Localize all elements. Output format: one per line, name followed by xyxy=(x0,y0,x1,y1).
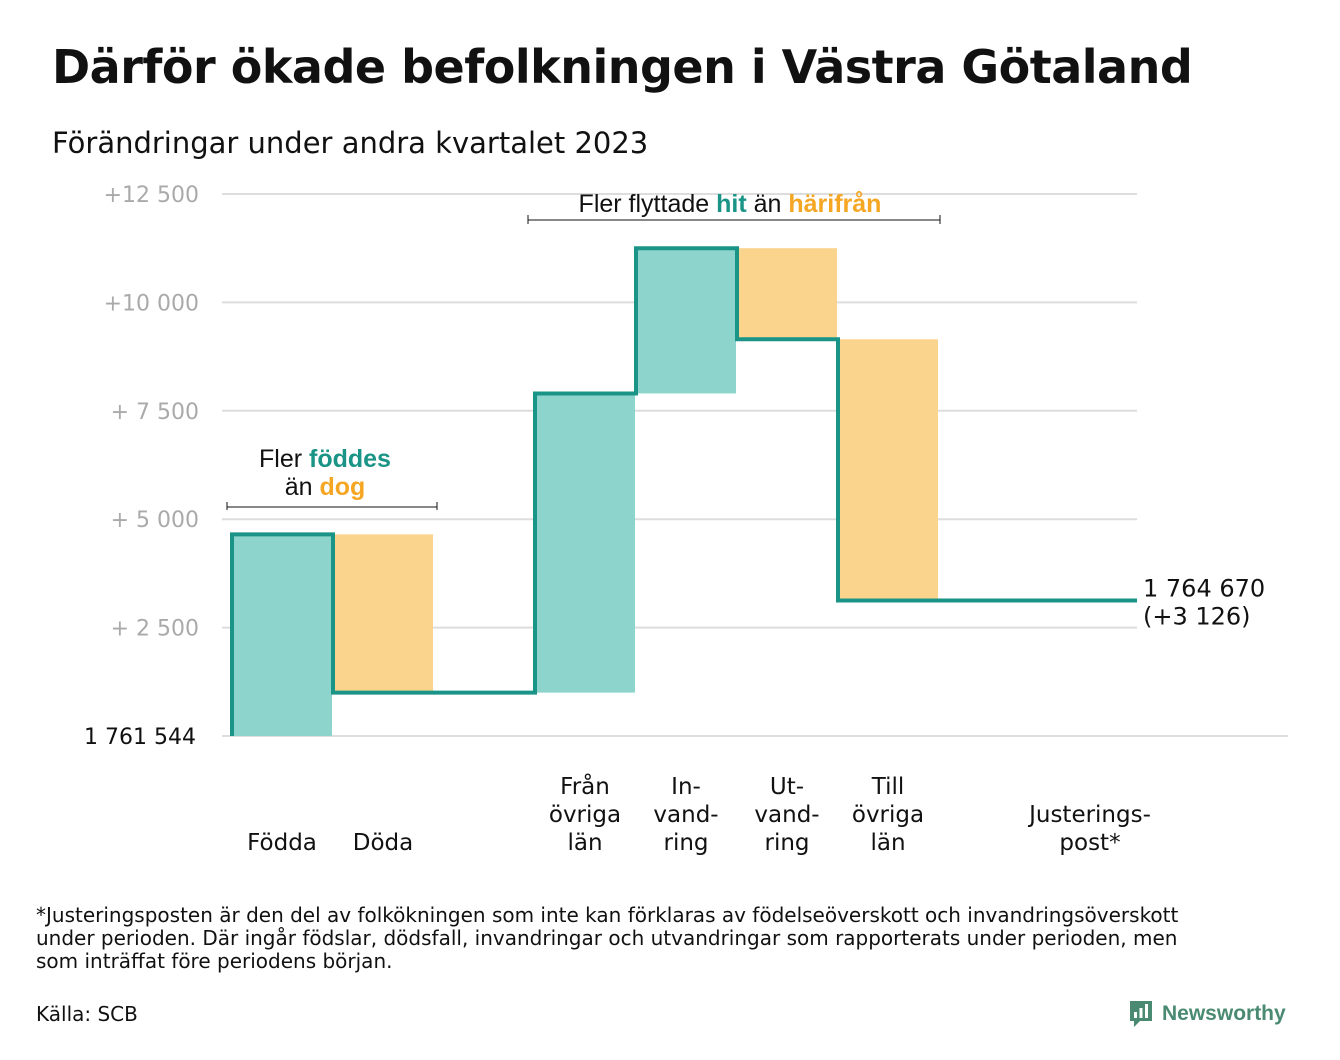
brand-name: Newsworthy xyxy=(1162,1002,1286,1025)
bar xyxy=(838,339,938,601)
newsworthy-logo: Newsworthy xyxy=(1128,997,1286,1031)
category-label: In- xyxy=(671,774,701,800)
category-label: ring xyxy=(663,830,708,856)
category-label: vand- xyxy=(754,802,819,828)
end-change-label: (+3 126) xyxy=(1143,602,1251,630)
bar xyxy=(535,393,635,693)
source-label: Källa: SCB xyxy=(36,1002,138,1026)
category-label: Födda xyxy=(247,830,317,856)
base-value-label: 1 761 544 xyxy=(84,725,196,750)
y-tick-label: + 2 500 xyxy=(111,617,199,642)
footnote: *Justeringsposten är den del av folkökni… xyxy=(36,904,1316,973)
category-label: län xyxy=(870,830,905,856)
chart-subtitle: Förändringar under andra kvartalet 2023 xyxy=(52,126,649,160)
running-total-step-line xyxy=(230,246,1137,736)
category-label: Justerings- xyxy=(1027,802,1151,828)
footnote-line: under perioden. Där ingår födslar, dödsf… xyxy=(36,926,1178,950)
category-label: övriga xyxy=(549,802,621,828)
bar xyxy=(232,534,332,736)
annotation-migration-bracket xyxy=(527,215,941,224)
end-total-label: 1 764 670 xyxy=(1143,574,1265,602)
chart-title: Därför ökade befolkningen i Västra Götal… xyxy=(52,40,1193,94)
category-label: post* xyxy=(1059,830,1120,856)
y-tick-label: + 5 000 xyxy=(111,508,199,533)
labels: +12 500 +10 000 + 7 500 + 5 000 + 2 500 1 761… xyxy=(84,183,1265,856)
running-total-line xyxy=(230,246,1137,736)
bars xyxy=(232,248,938,736)
category-label: ring xyxy=(764,830,809,856)
y-tick-label: +12 500 xyxy=(104,183,199,208)
annotation-births-bracket xyxy=(226,502,438,510)
newsworthy-logo-icon xyxy=(1130,1001,1152,1027)
category-label: Från xyxy=(560,772,610,800)
footnote-line: *Justeringsposten är den del av folkökni… xyxy=(36,903,1179,927)
annotation-migration: Fler flyttade hit än härifrån xyxy=(579,190,882,218)
annotation-births-line1: Fler föddes xyxy=(259,445,391,473)
bar xyxy=(737,248,837,340)
waterfall-chart: +12 500 +10 000 + 7 500 + 5 000 + 2 500 1 761… xyxy=(84,183,1288,856)
category-label: övriga xyxy=(852,802,924,828)
bar xyxy=(333,534,433,693)
category-label: vand- xyxy=(653,802,718,828)
category-label: Ut- xyxy=(770,774,804,800)
y-tick-label: + 7 500 xyxy=(111,400,199,425)
category-label: län xyxy=(567,830,602,856)
footnote-line: som inträffat före periodens början. xyxy=(36,949,393,973)
category-label: Till xyxy=(871,774,905,800)
annotation-births-line2: än dog xyxy=(285,473,366,501)
category-label: Döda xyxy=(353,830,413,856)
bar xyxy=(636,248,736,394)
y-tick-label: +10 000 xyxy=(104,291,199,316)
